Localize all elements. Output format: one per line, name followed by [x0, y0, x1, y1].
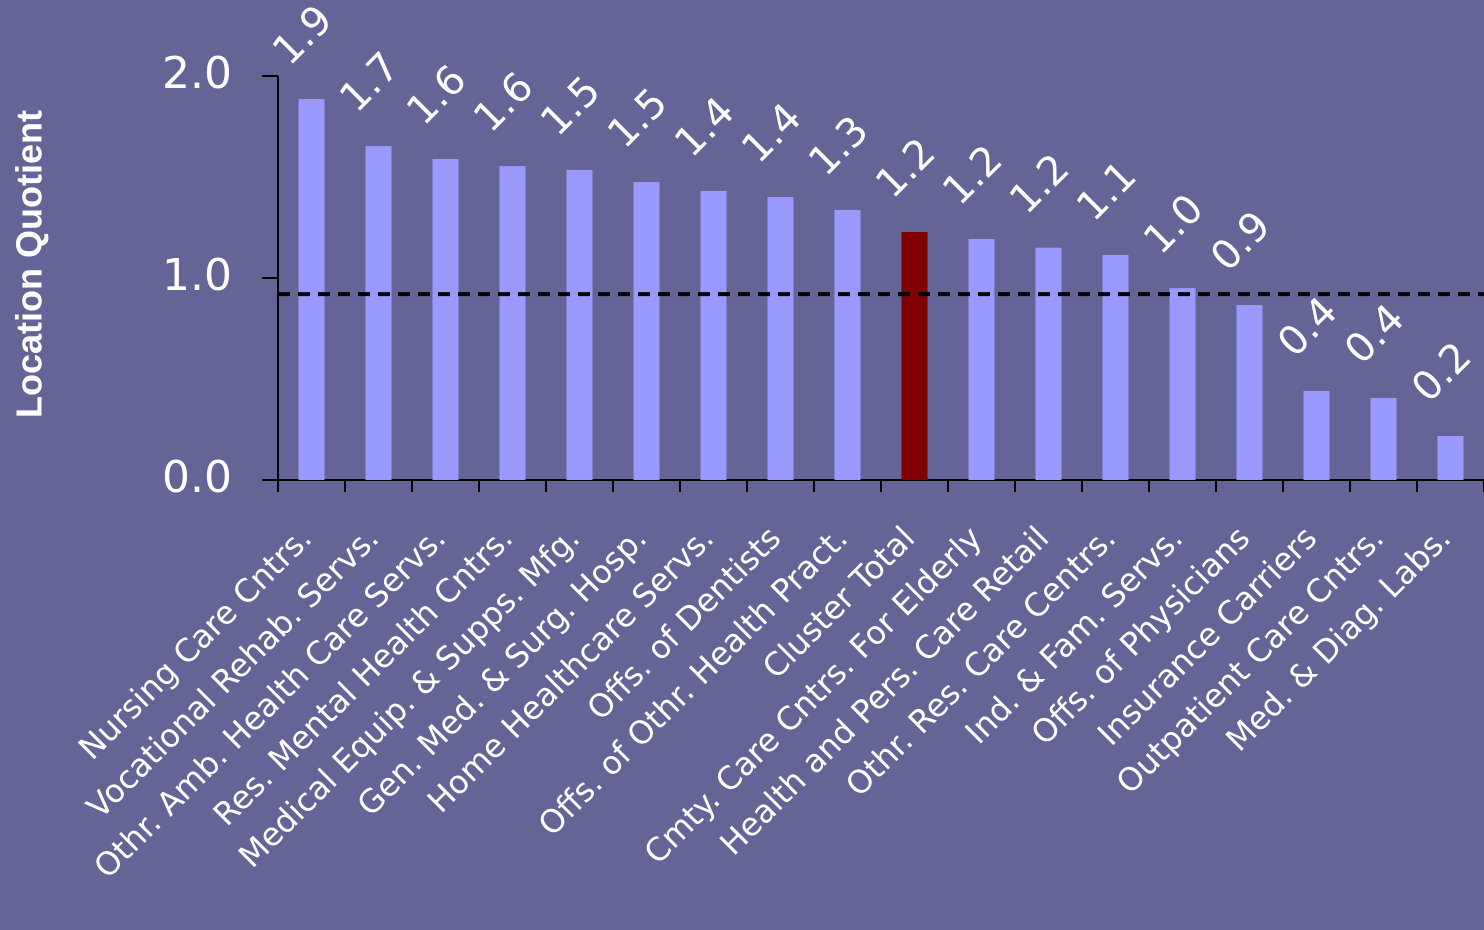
y-tick-label: 2.0 — [162, 48, 232, 99]
value-label: 0.4 — [1336, 296, 1414, 374]
value-label: 1.6 — [465, 64, 543, 142]
value-label: 1.2 — [867, 129, 945, 207]
value-label: 1.2 — [1001, 145, 1079, 223]
bar — [1303, 390, 1330, 480]
bar — [499, 166, 526, 481]
bar — [1035, 247, 1062, 480]
value-label: 1.5 — [599, 80, 677, 158]
bar — [1370, 397, 1397, 480]
bar — [901, 231, 928, 480]
value-label: 1.2 — [934, 137, 1012, 215]
value-label: 1.9 — [264, 0, 342, 74]
value-label: 1.5 — [532, 67, 610, 145]
value-label: 1.0 — [1135, 186, 1213, 264]
bar — [298, 99, 325, 480]
bar — [1437, 435, 1464, 480]
bar — [633, 182, 660, 481]
y-tick-label: 0.0 — [162, 452, 232, 503]
bar — [834, 209, 861, 480]
bar — [566, 169, 593, 480]
value-label: 1.4 — [733, 95, 811, 173]
bar — [1169, 288, 1196, 480]
bar — [1102, 254, 1129, 480]
y-tick-label: 1.0 — [162, 250, 232, 301]
value-label: 1.4 — [666, 88, 744, 166]
value-label: 0.4 — [1269, 288, 1347, 366]
value-label: 0.9 — [1202, 203, 1280, 281]
bar — [432, 159, 459, 480]
value-label: 0.2 — [1403, 334, 1481, 412]
value-label: 1.6 — [398, 57, 476, 135]
bar — [365, 146, 392, 480]
bar — [968, 239, 995, 480]
bar — [767, 196, 794, 481]
bar — [700, 190, 727, 481]
value-label: 1.3 — [800, 107, 878, 185]
value-label: 1.1 — [1068, 153, 1146, 231]
y-axis-title: Location Quotient — [9, 110, 50, 418]
value-label: 1.7 — [331, 44, 409, 122]
bar — [1236, 305, 1263, 480]
